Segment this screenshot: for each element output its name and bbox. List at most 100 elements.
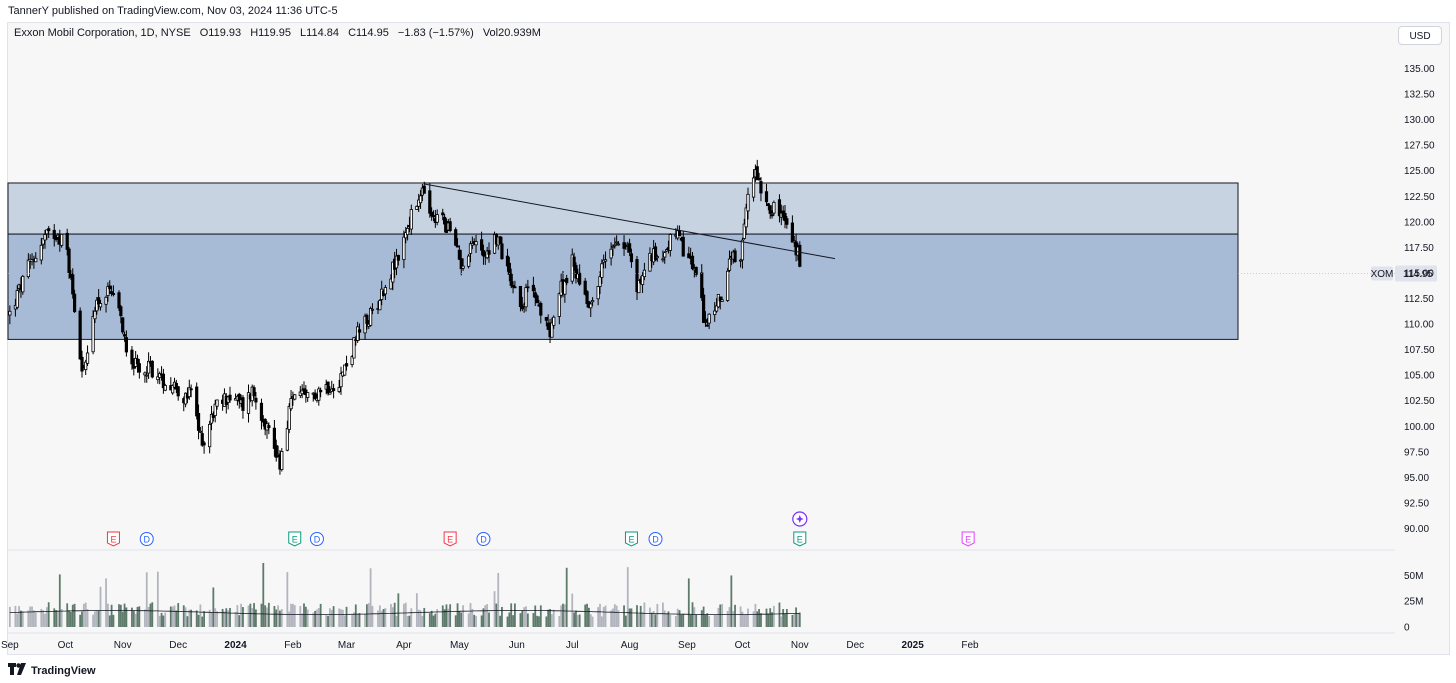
- candle-body[interactable]: [259, 402, 264, 421]
- candle-body[interactable]: [718, 296, 722, 302]
- candle-body[interactable]: [733, 250, 737, 263]
- upper-zone[interactable]: [7, 182, 1239, 235]
- candle-body[interactable]: [34, 257, 38, 263]
- candle-body[interactable]: [544, 316, 548, 321]
- candle-body[interactable]: [589, 303, 593, 309]
- candle-body[interactable]: [422, 185, 426, 194]
- candle-body[interactable]: [326, 381, 330, 394]
- candle-body[interactable]: [228, 394, 232, 401]
- earnings-marker[interactable]: [624, 531, 638, 547]
- candle-body[interactable]: [161, 373, 165, 389]
- candle-body[interactable]: [108, 285, 112, 290]
- candle-body[interactable]: [122, 334, 127, 337]
- candle-body[interactable]: [368, 308, 373, 326]
- candle-body[interactable]: [500, 243, 504, 260]
- candle-body[interactable]: [535, 295, 539, 304]
- candle-body[interactable]: [629, 253, 634, 263]
- candle-body[interactable]: [409, 209, 413, 230]
- candle-body[interactable]: [15, 290, 19, 308]
- candle-body[interactable]: [531, 284, 536, 292]
- candle-body[interactable]: [552, 316, 556, 326]
- candle-body[interactable]: [146, 360, 151, 374]
- candle-body[interactable]: [196, 412, 201, 431]
- candle-body[interactable]: [609, 248, 613, 259]
- candle-body[interactable]: [209, 413, 214, 424]
- candle-body[interactable]: [274, 445, 278, 458]
- candle-body[interactable]: [578, 272, 582, 285]
- candle-body[interactable]: [187, 387, 191, 397]
- candle-body[interactable]: [574, 264, 578, 279]
- candle-body[interactable]: [640, 275, 645, 285]
- candle-body[interactable]: [52, 229, 56, 239]
- candle-body[interactable]: [417, 199, 421, 207]
- candle-body[interactable]: [746, 193, 750, 212]
- candle-body[interactable]: [350, 356, 354, 366]
- candle-body[interactable]: [785, 218, 789, 225]
- candle-body[interactable]: [237, 393, 241, 402]
- candle-body[interactable]: [511, 285, 515, 288]
- candle-body[interactable]: [174, 382, 178, 390]
- candle-body[interactable]: [470, 242, 474, 246]
- candle-body[interactable]: [280, 451, 284, 470]
- candle-body[interactable]: [8, 310, 12, 316]
- candle-body[interactable]: [655, 256, 659, 259]
- candle-body[interactable]: [455, 245, 460, 248]
- candle-body[interactable]: [550, 322, 554, 338]
- candle-body[interactable]: [665, 249, 669, 252]
- candle-body[interactable]: [790, 222, 795, 243]
- candle-body[interactable]: [768, 205, 772, 214]
- candle-body[interactable]: [198, 430, 202, 433]
- candle-body[interactable]: [246, 392, 251, 414]
- candle-body[interactable]: [570, 254, 574, 282]
- candle-body[interactable]: [766, 203, 770, 206]
- candle-body[interactable]: [596, 286, 600, 300]
- candle-body[interactable]: [487, 250, 491, 255]
- candle-body[interactable]: [505, 255, 510, 267]
- candle-body[interactable]: [95, 299, 99, 312]
- candle-body[interactable]: [98, 303, 103, 308]
- candle-body[interactable]: [67, 248, 71, 274]
- candle-body[interactable]: [792, 240, 796, 243]
- candle-body[interactable]: [135, 358, 140, 365]
- candle-body[interactable]: [513, 286, 517, 289]
- candle-body[interactable]: [740, 239, 745, 261]
- candle-body[interactable]: [343, 364, 347, 376]
- candle-body[interactable]: [119, 306, 123, 317]
- candle-body[interactable]: [143, 372, 147, 376]
- candle-body[interactable]: [751, 177, 756, 198]
- candle-body[interactable]: [111, 293, 116, 295]
- currency-button[interactable]: USD: [1398, 26, 1442, 45]
- candle-body[interactable]: [78, 310, 82, 360]
- candle-body[interactable]: [557, 293, 561, 317]
- candle-body[interactable]: [742, 223, 746, 239]
- candle-body[interactable]: [405, 228, 410, 236]
- candle-body[interactable]: [91, 316, 95, 353]
- candle-body[interactable]: [183, 392, 188, 405]
- candle-body[interactable]: [195, 386, 199, 417]
- candle-body[interactable]: [317, 388, 321, 401]
- candle-body[interactable]: [520, 305, 524, 310]
- candle-body[interactable]: [313, 392, 317, 399]
- candle-body[interactable]: [106, 286, 110, 296]
- earnings-marker[interactable]: [288, 531, 302, 547]
- candle-body[interactable]: [442, 216, 447, 225]
- candle-body[interactable]: [615, 241, 619, 244]
- candle-body[interactable]: [85, 352, 90, 364]
- candle-body[interactable]: [690, 255, 695, 270]
- dividend-marker[interactable]: [476, 532, 491, 546]
- candle-body[interactable]: [613, 244, 617, 247]
- candle-body[interactable]: [208, 423, 212, 448]
- candle-body[interactable]: [65, 232, 69, 250]
- candle-body[interactable]: [526, 286, 530, 289]
- candle-body[interactable]: [563, 280, 567, 295]
- candle-body[interactable]: [459, 258, 463, 269]
- candle-body[interactable]: [267, 425, 271, 429]
- candle-body[interactable]: [337, 387, 341, 392]
- candle-body[interactable]: [467, 255, 471, 267]
- candle-body[interactable]: [73, 293, 77, 313]
- candle-body[interactable]: [518, 285, 523, 308]
- candle-body[interactable]: [202, 442, 206, 446]
- candle-body[interactable]: [703, 319, 708, 323]
- candle-body[interactable]: [431, 215, 436, 218]
- candle-body[interactable]: [428, 190, 432, 214]
